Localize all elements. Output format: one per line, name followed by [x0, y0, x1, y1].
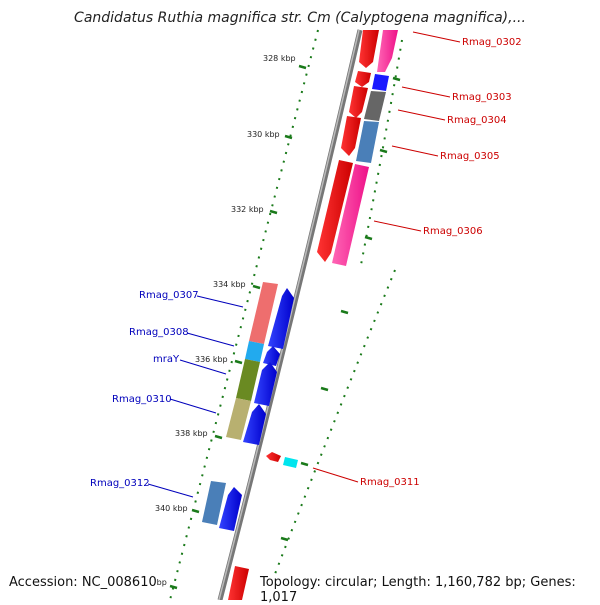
tick-mark-inner-7: [280, 536, 289, 542]
map-title: Candidatus Ruthia magnifica str. Cm (Cal…: [74, 10, 526, 26]
gene-Rmag_0307-salmon[interactable]: [249, 282, 278, 344]
gene-mraY-green[interactable]: [236, 359, 260, 401]
gene-Rmag_0302-red[interactable]: [359, 30, 379, 68]
tick-mark-328: [298, 64, 307, 70]
tick-mark-inner-5: [320, 386, 329, 392]
tick-label-336: 336 kbp: [195, 355, 228, 364]
gene-Rmag_0303-blue[interactable]: [372, 74, 389, 91]
tick-mark-336: [234, 359, 243, 365]
leader-Rmag_0311: [312, 467, 359, 483]
gene-Rmag_0306-red[interactable]: [317, 160, 353, 262]
label-Rmag_0304[interactable]: Rmag_0304: [447, 115, 507, 126]
tick-label-342: kbp: [152, 578, 167, 587]
tick-mark-332: [269, 209, 278, 215]
tick-label-328: 328 kbp: [263, 54, 296, 63]
label-Rmag_0302[interactable]: Rmag_0302: [462, 37, 522, 48]
tick-mark-inner-4: [340, 309, 349, 315]
gene-Rmag_0311-red[interactable]: [266, 452, 281, 462]
label-Rmag_0306[interactable]: Rmag_0306: [423, 226, 483, 237]
tick-label-338: 338 kbp: [175, 429, 208, 438]
gene-Rmag_0312-blue[interactable]: [219, 487, 242, 531]
tick-mark-334: [252, 284, 261, 290]
leader-Rmag_0304: [397, 109, 446, 121]
gene-Rmag_0308-cyan[interactable]: [245, 341, 264, 362]
gene-Rmag_0304-grey[interactable]: [364, 91, 386, 121]
label-Rmag_0310[interactable]: Rmag_0310: [112, 394, 172, 405]
tick-label-334: 334 kbp: [213, 280, 246, 289]
label-Rmag_0305[interactable]: Rmag_0305: [440, 151, 500, 162]
gene-Rmag_0304-red[interactable]: [349, 86, 368, 118]
leader-Rmag_0302: [412, 31, 461, 43]
gene-Rmag_0310-khaki[interactable]: [226, 398, 251, 440]
gene-mraY-blue[interactable]: [254, 362, 277, 406]
inner-dotted-track: [264, 269, 396, 600]
leader-Rmag_0310: [169, 398, 217, 414]
gene-bottom-red[interactable]: [228, 566, 249, 600]
tick-mark-inner-3: [364, 235, 373, 241]
tick-label-340: 340 kbp: [155, 504, 188, 513]
tick-mark-330: [284, 134, 293, 140]
gene-Rmag_0311-cyan[interactable]: [283, 457, 298, 468]
leader-Rmag_0303: [401, 86, 451, 98]
gene-Rmag_0306-pink[interactable]: [332, 164, 369, 266]
leader-Rmag_0308: [186, 332, 235, 347]
gene-Rmag_0307-blue[interactable]: [268, 288, 294, 349]
tick-mark-inner-1: [392, 76, 401, 82]
leader-Rmag_0306: [373, 220, 422, 232]
gene-Rmag_0302-pink[interactable]: [377, 30, 398, 72]
label-Rmag_0308[interactable]: Rmag_0308: [129, 327, 189, 338]
label-Rmag_0312[interactable]: Rmag_0312: [90, 478, 150, 489]
label-Rmag_0303[interactable]: Rmag_0303: [452, 92, 512, 103]
gene-Rmag_0312-steel[interactable]: [202, 481, 226, 525]
gene-Rmag_0305-steel[interactable]: [356, 121, 379, 163]
tick-mark-inner-2: [379, 148, 388, 154]
leader-mraY: [179, 359, 227, 375]
label-mraY[interactable]: mraY: [153, 354, 180, 365]
gene-Rmag_0303-red[interactable]: [355, 71, 371, 87]
backbone-arc: [217, 29, 363, 600]
gene-Rmag_0308-blue[interactable]: [263, 346, 280, 366]
inner-dotted-track-top: [359, 39, 403, 271]
topology-label: Topology: circular; Length: 1,160,782 bp…: [260, 575, 600, 605]
tick-label-332: 332 kbp: [231, 205, 264, 214]
accession-label: Accession: NC_008610: [9, 575, 157, 590]
leader-Rmag_0312: [147, 483, 194, 498]
label-Rmag_0307[interactable]: Rmag_0307: [139, 290, 199, 301]
tick-mark-inner-6: [300, 461, 309, 467]
tick-mark-338: [214, 434, 223, 440]
tick-mark-340: [191, 508, 200, 514]
leader-Rmag_0305: [391, 145, 439, 157]
gene-Rmag_0310-blue[interactable]: [243, 404, 266, 445]
label-Rmag_0311[interactable]: Rmag_0311: [360, 477, 420, 488]
leader-Rmag_0307: [196, 295, 244, 308]
backbone-highlight: [218, 29, 360, 600]
tick-mark-342: [169, 584, 178, 590]
tick-label-330: 330 kbp: [247, 130, 280, 139]
gene-Rmag_0305-red[interactable]: [341, 116, 361, 156]
